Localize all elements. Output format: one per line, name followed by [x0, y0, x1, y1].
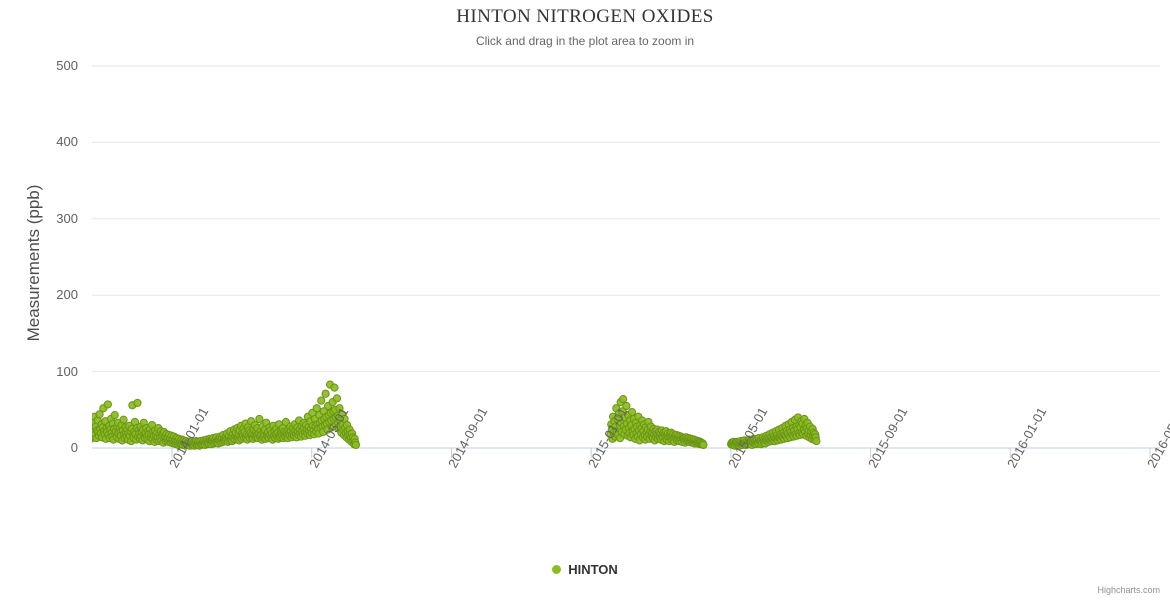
highcharts-credit[interactable]: Highcharts.com	[1097, 585, 1160, 595]
scatter-point[interactable]	[95, 410, 104, 419]
scatter-point[interactable]	[330, 383, 339, 392]
x-axis-ticks	[171, 448, 1151, 458]
scatter-point[interactable]	[317, 396, 326, 405]
y-tick-label: 200	[56, 287, 78, 303]
chart-legend[interactable]: HINTON	[0, 562, 1170, 577]
scatter-point[interactable]	[321, 389, 330, 398]
scatter-point[interactable]	[619, 395, 628, 404]
y-tick-label: 300	[56, 210, 78, 226]
scatter-point[interactable]	[86, 431, 94, 439]
scatter-point[interactable]	[332, 394, 342, 403]
scatter-point[interactable]	[622, 401, 631, 411]
legend-label-hinton[interactable]: HINTON	[568, 562, 618, 577]
gridlines	[92, 65, 1160, 449]
scatter-point[interactable]	[351, 440, 361, 450]
y-tick-label: 400	[56, 134, 78, 150]
scatter-point[interactable]	[812, 437, 821, 446]
scatter-point[interactable]	[103, 400, 112, 409]
scatter-point[interactable]	[110, 411, 119, 420]
y-tick-label: 0	[70, 440, 78, 455]
scatter-points[interactable]	[85, 380, 821, 450]
scatter-point[interactable]	[85, 430, 93, 437]
y-tick-label: 100	[56, 363, 78, 379]
scatter-point[interactable]	[255, 414, 264, 424]
legend-marker-hinton	[552, 565, 562, 574]
scatter-point[interactable]	[312, 404, 321, 413]
scatter-point[interactable]	[133, 398, 142, 408]
chart-title: HINTON NITROGEN OXIDES	[456, 6, 714, 27]
scatter-point[interactable]	[699, 440, 708, 450]
scatter-point[interactable]	[119, 415, 128, 424]
scatter-point[interactable]	[85, 426, 93, 433]
y-tick-label: 500	[56, 58, 78, 73]
chart-subtitle: Click and drag in the plot area to zoom …	[475, 34, 695, 48]
